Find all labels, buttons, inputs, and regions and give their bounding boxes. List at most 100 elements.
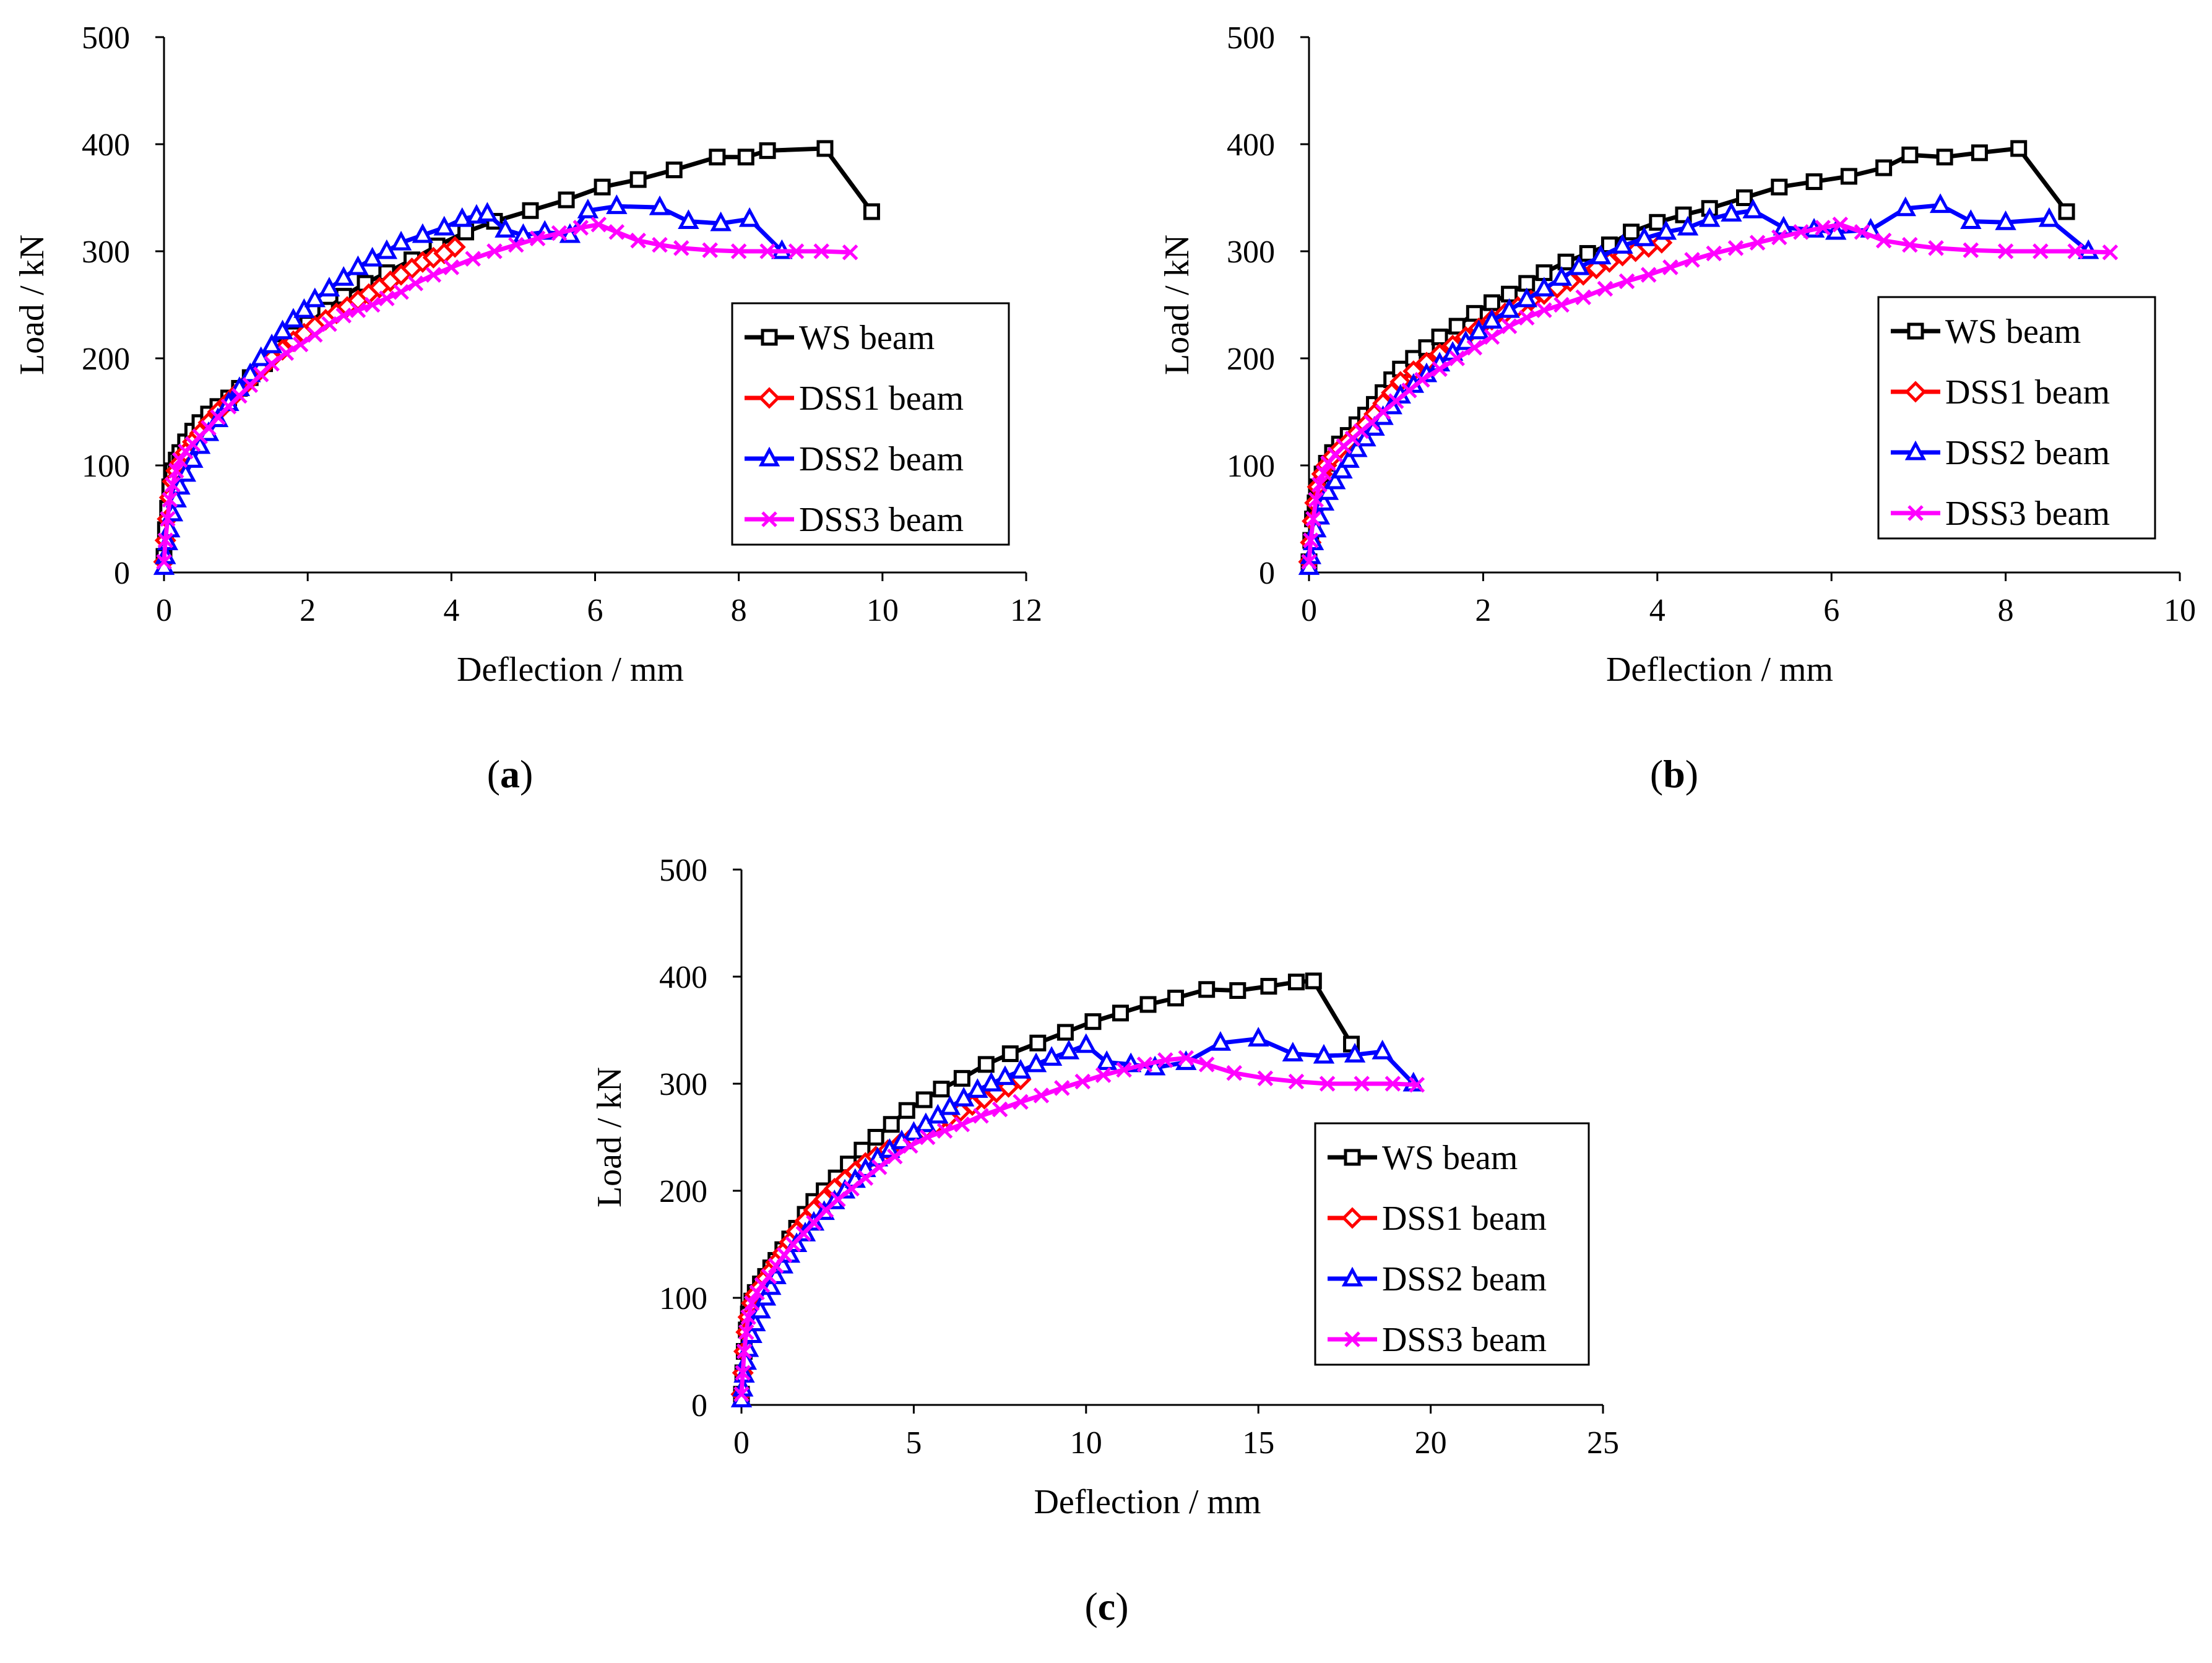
- data-point-dss3-beam-marker: [1749, 235, 1766, 251]
- data-point-dss2-beam-marker: [1009, 1058, 1032, 1079]
- data-point-ws-beam-marker: [1139, 996, 1157, 1013]
- data-point-dss3-beam-marker: [743, 1295, 760, 1311]
- legend-box: [1314, 1122, 1590, 1366]
- data-point-dss3-beam-marker: [590, 216, 607, 233]
- data-point-dss2-beam-marker: [738, 207, 761, 227]
- series-line-dss1-beam: [162, 245, 456, 562]
- y-tick-label: 100: [659, 1281, 707, 1316]
- data-point-dss3-beam-marker: [818, 1202, 834, 1218]
- data-point-dss2-beam-marker: [240, 362, 261, 382]
- data-point-dss2-beam-marker: [606, 194, 628, 214]
- data-point-dss2-beam-marker: [1612, 234, 1633, 254]
- data-point-dss3-beam-marker: [1553, 296, 1570, 313]
- data-point-dss3-beam-marker: [733, 1386, 750, 1402]
- data-point-dss3-beam-marker: [806, 1215, 822, 1231]
- y-axis-label: Load / kN: [590, 1067, 629, 1207]
- data-point-dss3-beam-marker: [1832, 216, 1849, 233]
- data-point-dss3-beam-marker: [1449, 350, 1465, 366]
- data-point-ws-beam-marker: [1875, 159, 1893, 176]
- data-point-dss3-beam-marker: [992, 1101, 1008, 1118]
- chart-panel-a: 0 100 200 300 400 500 0 2 4 6 8 10 12 Deflection / mm…: [13, 20, 1042, 796]
- y-tick-label: 0: [114, 556, 130, 591]
- x-tick-label: 0: [1301, 593, 1317, 628]
- data-point-dss3-beam-marker: [730, 243, 747, 259]
- data-point-ws-beam-marker: [709, 149, 726, 166]
- data-point-dss3-beam-marker: [307, 327, 323, 343]
- data-point-dss3-beam-marker: [1684, 252, 1700, 268]
- data-point-dss2-beam-marker: [272, 319, 293, 340]
- data-point-dss3-beam-marker: [759, 243, 775, 259]
- data-point-dss2-beam-marker: [1058, 1039, 1080, 1060]
- data-point-ws-beam-marker: [1771, 178, 1788, 196]
- data-point-ws-beam-marker: [1305, 972, 1322, 990]
- caption-open: (: [1084, 1584, 1097, 1628]
- series-dss3-beam: [1301, 216, 2119, 570]
- x-tick-label: 6: [1823, 593, 1839, 628]
- data-point-ws-beam-marker: [1084, 1013, 1102, 1030]
- data-point-dss3-beam-marker: [1815, 220, 1831, 236]
- legend: WS beam DSS1 beam DSS2 beam DSS3 beam: [731, 302, 1010, 546]
- data-point-ws-beam-marker: [1198, 981, 1216, 998]
- data-point-dss3-beam-marker: [740, 1309, 756, 1325]
- data-point-ws-beam-marker: [737, 149, 754, 166]
- data-point-dss3-beam-marker: [652, 236, 668, 253]
- data-point-ws-beam-marker: [1056, 1024, 1074, 1041]
- legend-dss2-beam-marker: [1341, 1266, 1363, 1287]
- data-point-dss2-beam-marker: [1209, 1031, 1232, 1051]
- caption-close: ): [520, 752, 533, 796]
- data-point-dss3-beam-marker: [1727, 240, 1744, 256]
- x-tick-label: 0: [156, 593, 172, 628]
- y-tick-label: 100: [1227, 449, 1275, 484]
- data-point-dss3-beam-marker: [551, 225, 568, 241]
- data-point-dss3-beam-marker: [702, 242, 718, 259]
- chart-panel-b: 0 100 200 300 400 500 0 2 4 6 8 10 Deflection / mm Lo…: [1158, 20, 2196, 796]
- data-point-dss3-beam-marker: [1095, 1067, 1112, 1083]
- data-point-ws-beam-marker: [1112, 1004, 1129, 1022]
- data-point-dss3-beam-marker: [1033, 1087, 1050, 1104]
- data-point-dss2-beam-marker: [1025, 1052, 1047, 1073]
- legend-label-dss2-beam: DSS2 beam: [799, 440, 964, 478]
- data-point-dss3-beam-marker: [1388, 393, 1404, 409]
- data-point-dss2-beam-marker: [1960, 209, 1982, 230]
- caption-close: ): [1685, 752, 1698, 796]
- data-point-ws-beam-marker: [883, 1116, 900, 1133]
- data-point-dss3-beam-marker: [393, 283, 409, 300]
- data-point-dss2-beam-marker: [980, 1071, 1002, 1092]
- panel-caption: (b): [1650, 752, 1698, 796]
- data-point-dss3-beam-marker: [749, 1284, 765, 1301]
- x-tick-label: 0: [733, 1425, 750, 1461]
- data-point-dss2-beam-marker: [1324, 469, 1346, 490]
- data-point-dss2-beam-marker: [710, 211, 732, 231]
- legend-dss3-beam-marker: [1344, 1331, 1360, 1347]
- data-point-dss2-beam-marker: [1995, 210, 2016, 230]
- data-point-dss3-beam-marker: [508, 236, 524, 253]
- data-point-dss3-beam-marker: [165, 477, 181, 493]
- x-axis-label: Deflection / mm: [1034, 1483, 1261, 1521]
- y-tick-label: 0: [691, 1388, 707, 1423]
- data-point-ws-beam-marker: [1287, 974, 1305, 991]
- data-point-dss2-beam-marker: [477, 202, 498, 222]
- data-point-dss3-beam-marker: [407, 275, 424, 292]
- data-point-dss2-beam-marker: [182, 448, 204, 468]
- data-point-dss3-beam-marker: [830, 1191, 846, 1207]
- data-point-dss2-beam-marker: [1075, 1033, 1097, 1053]
- legend-label-ws-beam: WS beam: [1945, 313, 2081, 351]
- data-point-dss2-beam-marker: [1040, 1046, 1063, 1066]
- data-point-dss3-beam-marker: [1793, 224, 1809, 240]
- data-point-ws-beam-marker: [594, 178, 611, 196]
- data-point-dss2-beam-marker: [1590, 244, 1612, 265]
- data-point-dss3-beam-marker: [443, 259, 460, 275]
- data-point-dss3-beam-marker: [630, 232, 646, 249]
- data-point-dss2-beam-marker: [1742, 199, 1764, 218]
- legend-label-dss1-beam: DSS1 beam: [1945, 373, 2110, 412]
- y-tick-label: 500: [82, 20, 130, 56]
- data-point-dss3-beam-marker: [761, 1268, 777, 1285]
- data-point-dss2-beam-marker: [1481, 309, 1503, 329]
- data-point-dss3-beam-marker: [1198, 1056, 1215, 1073]
- data-point-dss3-beam-marker: [813, 243, 829, 259]
- data-point-ws-beam-marker: [1229, 982, 1246, 999]
- data-point-ws-beam-marker: [1448, 317, 1466, 335]
- x-tick-label: 4: [1649, 593, 1665, 628]
- data-point-dss3-beam-marker: [1706, 245, 1722, 262]
- data-point-dss3-beam-marker: [1375, 404, 1391, 420]
